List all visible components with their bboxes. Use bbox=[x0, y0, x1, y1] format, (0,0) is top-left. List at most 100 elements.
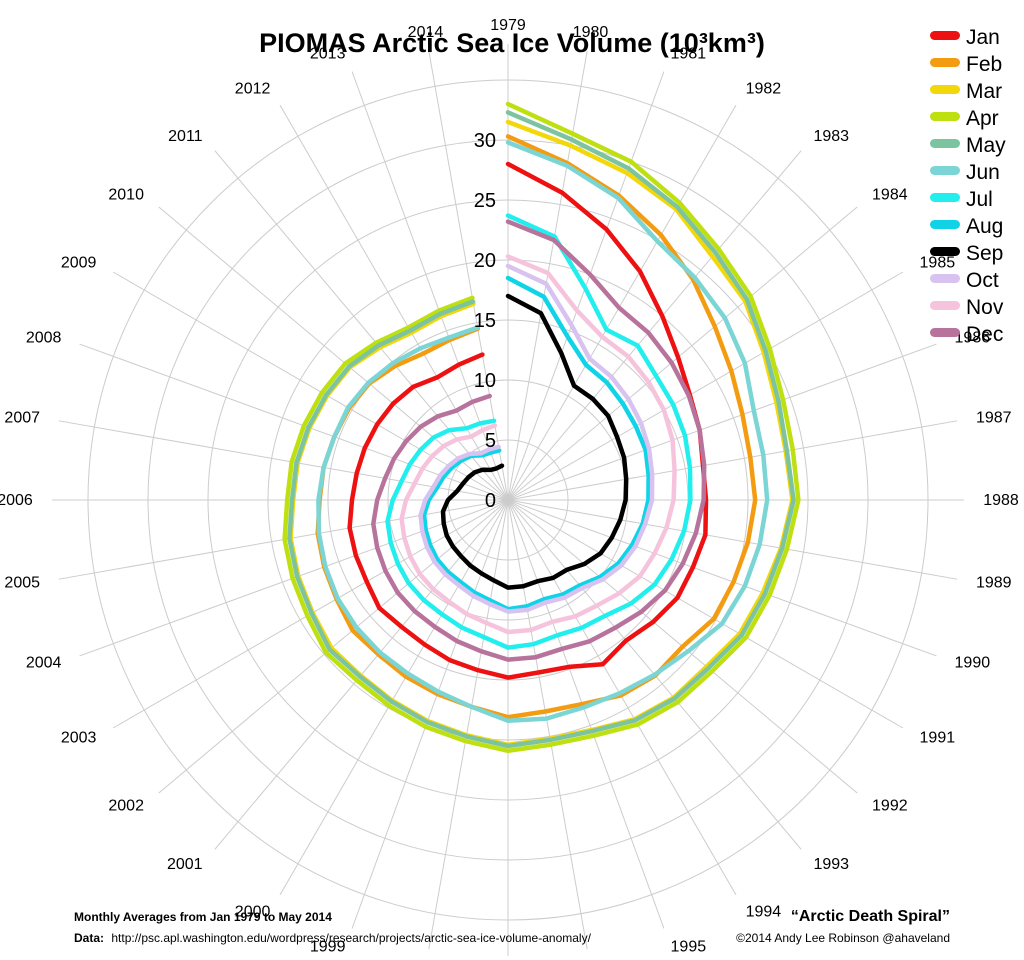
year-label: 1986 bbox=[955, 329, 991, 346]
year-label: 2009 bbox=[61, 254, 97, 271]
legend-swatch-aug bbox=[930, 220, 960, 229]
grid-spoke bbox=[351, 499, 509, 929]
series-line-apr bbox=[282, 101, 801, 754]
year-label: 2011 bbox=[168, 128, 203, 145]
grid-spoke bbox=[507, 499, 737, 896]
legend-swatch-apr bbox=[930, 112, 960, 121]
chart-title: PIOMAS Arctic Sea Ice Volume (10³km³) bbox=[259, 28, 765, 58]
legend-swatch-nov bbox=[930, 301, 960, 310]
credit-author: ©2014 Andy Lee Robinson @ahaveland bbox=[736, 931, 950, 945]
year-label: 2013 bbox=[310, 45, 346, 62]
grid-spoke bbox=[507, 499, 588, 950]
legend-swatch-oct bbox=[930, 274, 960, 283]
grid-spoke bbox=[158, 499, 509, 794]
credit-title: “Arctic Death Spiral” bbox=[791, 908, 950, 925]
radial-tick-label: 5 bbox=[485, 430, 496, 452]
series-line-oct bbox=[418, 263, 655, 614]
year-label: 2000 bbox=[235, 904, 271, 921]
legend-label-mar: Mar bbox=[966, 80, 1002, 103]
legend-label-nov: Nov bbox=[966, 296, 1004, 319]
grid-spoke bbox=[507, 499, 904, 729]
radial-tick-labels: 0 5 10 15 20 25 30 bbox=[474, 130, 496, 512]
year-label: 2004 bbox=[26, 655, 62, 672]
legend-label-dec: Dec bbox=[966, 323, 1003, 346]
year-label: 2007 bbox=[4, 409, 40, 426]
year-label: 1999 bbox=[310, 939, 346, 956]
legend-swatch-sep bbox=[930, 247, 960, 256]
footer-data-line: Data: http://psc.apl.washington.edu/word… bbox=[74, 931, 592, 945]
year-label: 1989 bbox=[976, 575, 1012, 592]
grid-spoke bbox=[507, 343, 937, 501]
footer-data-label: Data: bbox=[74, 931, 104, 945]
legend: Jan Feb Mar Apr May Jun Jul Aug Sep Oct Nov Dec bbox=[930, 26, 1006, 346]
year-label: 1985 bbox=[920, 254, 956, 271]
year-label: 1991 bbox=[920, 730, 956, 747]
legend-swatch-jun bbox=[930, 166, 960, 175]
grid-spoke bbox=[507, 499, 937, 657]
year-label: 1993 bbox=[813, 856, 849, 873]
polar-grid bbox=[52, 44, 964, 956]
year-label: 1992 bbox=[872, 797, 908, 814]
year-label: 2001 bbox=[167, 856, 203, 873]
legend-label-aug: Aug bbox=[966, 215, 1003, 238]
grid-spoke bbox=[79, 343, 509, 501]
grid-spoke bbox=[428, 499, 509, 950]
series-layer bbox=[282, 101, 801, 754]
series-line-aug bbox=[421, 275, 651, 612]
grid-spoke bbox=[214, 150, 509, 501]
year-label: 2006 bbox=[0, 492, 33, 509]
grid-spoke bbox=[507, 499, 958, 580]
year-label: 1988 bbox=[983, 492, 1019, 509]
legend-label-may: May bbox=[966, 134, 1006, 157]
footer-data-source[interactable]: http://psc.apl.washington.edu/wordpress/… bbox=[111, 931, 591, 945]
radial-tick-label: 25 bbox=[474, 190, 496, 212]
footer-subtitle: Monthly Averages from Jan 1979 to May 20… bbox=[74, 910, 332, 924]
year-label: 1995 bbox=[671, 939, 707, 956]
radial-tick-label: 30 bbox=[474, 130, 496, 152]
series-line-dec bbox=[371, 219, 707, 662]
legend-label-oct: Oct bbox=[966, 269, 999, 292]
grid-spoke bbox=[158, 206, 509, 501]
grid-spoke bbox=[507, 271, 904, 501]
year-labels: 1979 1980 1981 1982 1983 1984 1985 1986 1987 1988… bbox=[0, 17, 1019, 960]
legend-swatch-may bbox=[930, 139, 960, 148]
legend-swatch-dec bbox=[930, 328, 960, 337]
legend-label-jun: Jun bbox=[966, 161, 1000, 184]
year-label: 2005 bbox=[4, 575, 40, 592]
legend-label-apr: Apr bbox=[966, 107, 999, 130]
grid-spoke bbox=[112, 271, 509, 501]
year-label: 1979 bbox=[490, 17, 526, 34]
grid-spoke bbox=[507, 104, 737, 501]
year-label: 1994 bbox=[746, 904, 782, 921]
year-label: 2014 bbox=[408, 24, 444, 41]
legend-label-jul: Jul bbox=[966, 188, 993, 211]
grid-spoke bbox=[507, 420, 958, 501]
year-label: 1980 bbox=[573, 24, 609, 41]
grid-spoke bbox=[507, 206, 858, 501]
legend-swatch-jul bbox=[930, 193, 960, 202]
year-label: 1990 bbox=[955, 655, 991, 672]
legend-label-jan: Jan bbox=[966, 26, 1000, 49]
year-label: 2012 bbox=[235, 80, 271, 97]
series-line-mar bbox=[288, 119, 795, 748]
year-label: 2002 bbox=[108, 797, 144, 814]
legend-swatch-mar bbox=[930, 85, 960, 94]
series-line-jul bbox=[385, 213, 693, 650]
radial-tick-label: 0 bbox=[485, 490, 496, 512]
year-label: 2008 bbox=[26, 329, 62, 346]
series-line-may bbox=[287, 110, 796, 749]
series-line-jan bbox=[347, 161, 709, 680]
grid-spoke bbox=[507, 150, 802, 501]
year-label: 1982 bbox=[746, 80, 782, 97]
series-line-jun bbox=[316, 140, 770, 724]
year-label: 1987 bbox=[976, 409, 1012, 426]
legend-swatch-jan bbox=[930, 31, 960, 40]
legend-swatch-feb bbox=[930, 58, 960, 67]
year-label: 2010 bbox=[108, 187, 144, 204]
series-line-nov bbox=[399, 254, 677, 635]
year-label: 1983 bbox=[813, 128, 849, 145]
grid-spoke bbox=[507, 499, 665, 929]
radial-tick-label: 10 bbox=[474, 370, 496, 392]
radial-tick-label: 15 bbox=[474, 310, 496, 332]
